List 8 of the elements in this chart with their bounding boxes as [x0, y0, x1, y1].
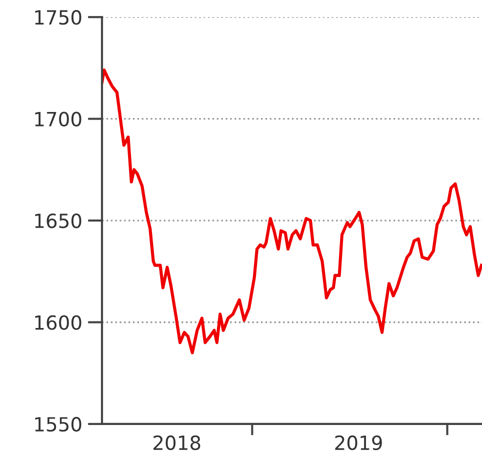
- y-tick-label: 1700: [35, 112, 82, 126]
- y-tick-label: 1750: [35, 10, 82, 25]
- y-tick-label: 1650: [35, 213, 82, 228]
- line-series: [102, 68, 482, 354]
- y-tick-label: 1600: [35, 315, 82, 330]
- x-tick-label: 2019: [335, 435, 382, 450]
- x-tick-label: 2018: [154, 435, 200, 450]
- y-tick-label: 1550: [35, 416, 82, 432]
